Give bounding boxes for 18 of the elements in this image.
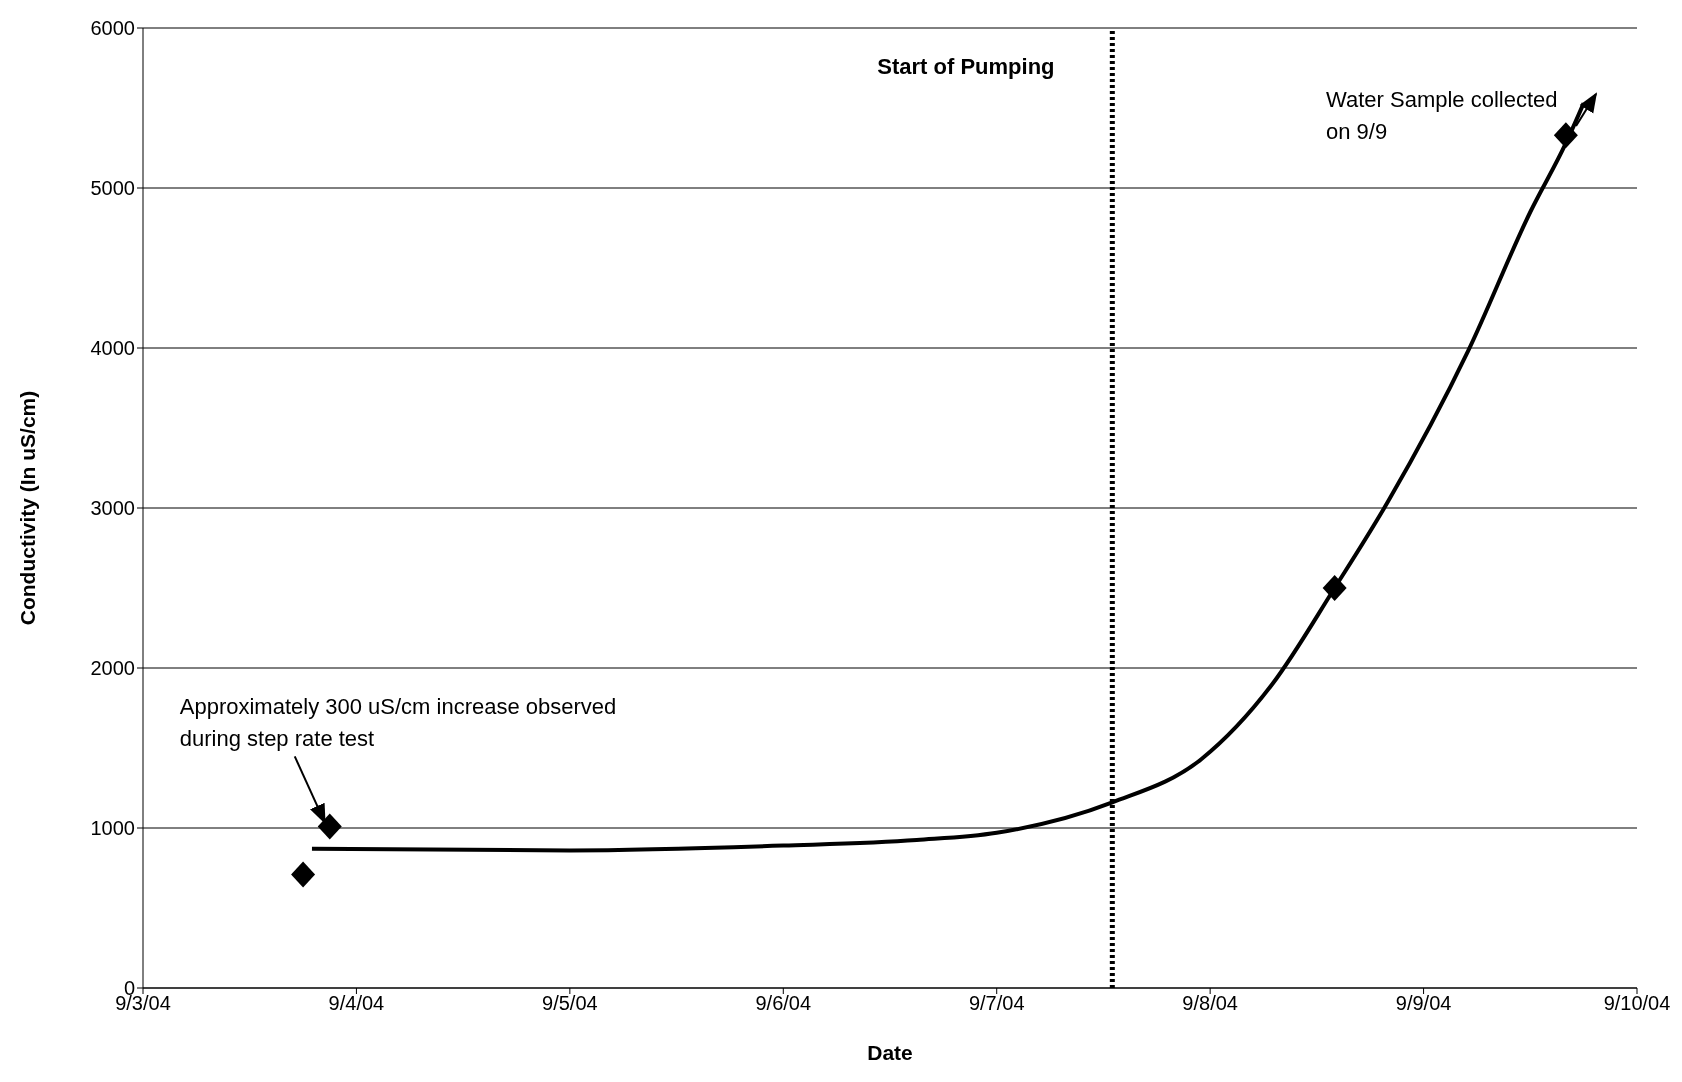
y-tick-label: 5000 (90, 177, 135, 200)
y-tick-label: 2000 (90, 657, 135, 680)
ref-line-label: Start of Pumping (877, 53, 1055, 79)
x-tick-label: 9/9/04 (1395, 992, 1452, 1015)
x-tick-label: 9/5/04 (542, 992, 598, 1015)
y-tick-label: 1000 (90, 817, 135, 840)
annotation: Water Sample collected on 9/9 (1326, 86, 1559, 146)
x-tick-label: 9/8/04 (1182, 992, 1238, 1015)
y-tick-label: 4000 (90, 337, 135, 360)
x-tick-label: 9/6/04 (755, 992, 812, 1015)
y-axis-title: Conductivity (In uS/cm) (16, 390, 40, 626)
x-tick-label: 9/7/04 (968, 992, 1025, 1015)
annotation: Approximately 300 uS/cm increase observed during step rate test (179, 693, 618, 754)
y-tick-label: 6000 (90, 17, 135, 40)
x-tick-label: 9/10/04 (1603, 992, 1671, 1015)
x-tick-label: 9/4/04 (328, 992, 385, 1015)
y-tick-label: 3000 (90, 497, 135, 520)
x-axis-title: Date (867, 1041, 913, 1064)
